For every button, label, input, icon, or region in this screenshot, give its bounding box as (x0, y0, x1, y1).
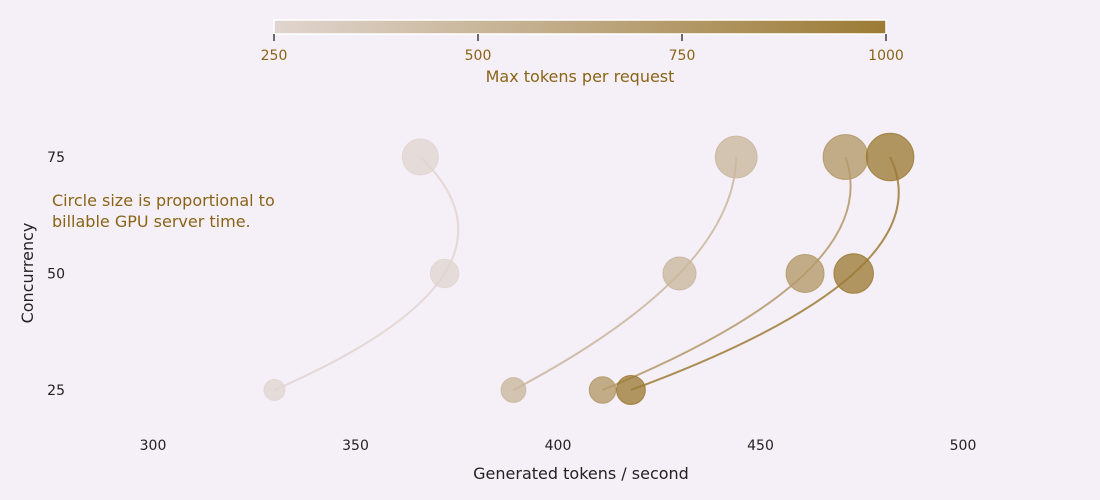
x-axis-title: Generated tokens / second (473, 464, 689, 483)
point-1000-50 (833, 253, 874, 294)
point-250-50 (429, 258, 460, 289)
x-tick-label: 350 (342, 438, 369, 454)
x-tick-label: 400 (545, 438, 572, 454)
colorbar-tick-label: 250 (261, 48, 288, 64)
colorbar-tick-label: 1000 (868, 48, 904, 64)
colorbar-ticks: 250 500 750 1000 (261, 34, 904, 64)
x-tick-label: 500 (950, 438, 977, 454)
colorbar-title: Max tokens per request (486, 67, 675, 86)
y-tick-label: 50 (47, 267, 65, 283)
y-tick-label: 25 (47, 383, 65, 399)
point-1000-75 (865, 132, 915, 182)
series-line-500 (512, 156, 738, 391)
y-axis-ticks: 25 50 75 (47, 150, 65, 399)
point-500-75 (714, 135, 758, 179)
x-tick-label: 450 (747, 438, 774, 454)
point-1000-25 (615, 375, 646, 405)
point-750-25 (588, 376, 617, 404)
point-750-75 (822, 134, 869, 180)
point-250-25 (263, 379, 286, 401)
point-250-75 (401, 138, 439, 176)
data-points (263, 132, 915, 405)
colorbar-tick-label: 500 (465, 48, 492, 64)
x-tick-label: 300 (140, 438, 167, 454)
x-axis-ticks: 300 350 400 450 500 (140, 438, 977, 454)
colorbar-tick-label: 750 (669, 48, 696, 64)
point-500-50 (662, 256, 697, 291)
size-note-line: billable GPU server time. (52, 212, 251, 231)
point-750-50 (785, 254, 825, 293)
y-axis-title: Concurrency (18, 223, 37, 324)
size-note: Circle size is proportional to billable G… (52, 191, 275, 231)
point-500-25 (500, 377, 527, 403)
colorbar: 250 500 750 1000 Max tokens per request (261, 19, 904, 86)
y-tick-label: 75 (47, 150, 65, 166)
colorbar-gradient (273, 19, 887, 35)
size-note-line: Circle size is proportional to (52, 191, 275, 210)
